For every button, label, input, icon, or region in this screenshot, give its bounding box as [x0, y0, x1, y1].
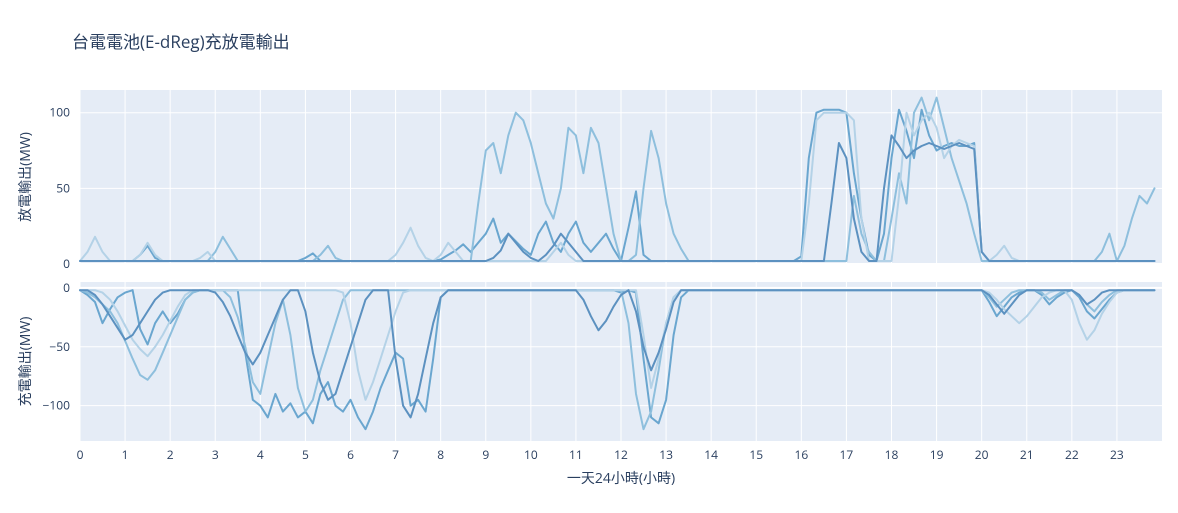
svg-text:9: 9: [482, 446, 489, 463]
svg-text:23: 23: [1110, 446, 1124, 463]
svg-text:19: 19: [930, 446, 944, 463]
svg-text:50: 50: [56, 179, 70, 196]
svg-text:1: 1: [122, 446, 129, 463]
chart-container: 台電電池(E-dReg)充放電輸出 050100放電輸出(MW)−100−500…: [0, 0, 1178, 513]
svg-text:0: 0: [63, 279, 70, 296]
svg-text:12: 12: [614, 446, 628, 463]
svg-text:15: 15: [749, 446, 763, 463]
svg-text:18: 18: [885, 446, 899, 463]
svg-text:充電輸出(MW): 充電輸出(MW): [16, 317, 35, 407]
svg-text:16: 16: [794, 446, 808, 463]
svg-text:0: 0: [77, 446, 84, 463]
svg-text:8: 8: [437, 446, 444, 463]
svg-text:3: 3: [212, 446, 219, 463]
svg-text:−50: −50: [49, 338, 70, 355]
svg-text:10: 10: [524, 446, 538, 463]
svg-text:22: 22: [1065, 446, 1079, 463]
chart-svg: 050100放電輸出(MW)−100−500充電輸出(MW)0123456789…: [0, 0, 1178, 513]
svg-text:放電輸出(MW): 放電輸出(MW): [16, 132, 35, 222]
svg-text:100: 100: [49, 104, 70, 121]
svg-text:7: 7: [392, 446, 399, 463]
svg-text:6: 6: [347, 446, 354, 463]
svg-text:17: 17: [840, 446, 854, 463]
svg-text:一天24小時(小時): 一天24小時(小時): [567, 469, 675, 488]
svg-text:14: 14: [704, 446, 718, 463]
svg-text:2: 2: [167, 446, 174, 463]
svg-text:4: 4: [257, 446, 264, 463]
svg-text:13: 13: [659, 446, 673, 463]
svg-text:0: 0: [63, 255, 70, 272]
svg-text:−100: −100: [43, 397, 71, 414]
svg-text:5: 5: [302, 446, 309, 463]
svg-text:11: 11: [569, 446, 583, 463]
svg-text:21: 21: [1020, 446, 1034, 463]
svg-text:20: 20: [975, 446, 989, 463]
